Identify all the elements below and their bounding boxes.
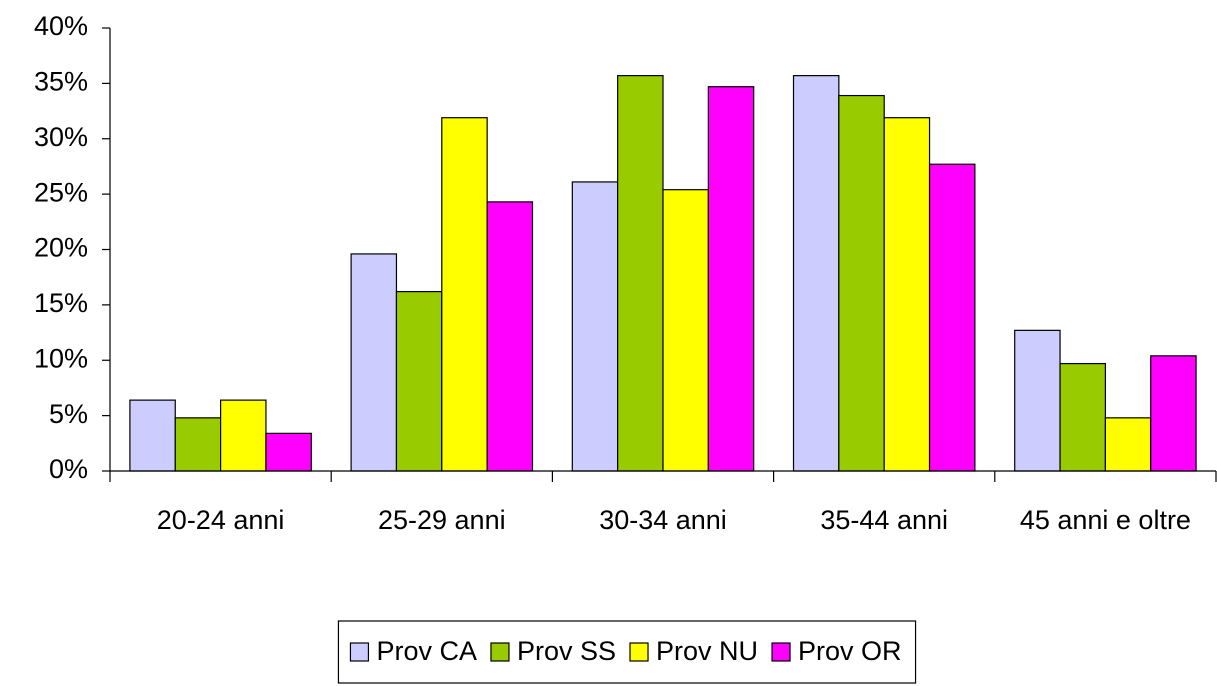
bar: [1104, 417, 1152, 472]
legend-label: Prov NU: [656, 636, 758, 666]
bar: [792, 75, 840, 472]
x-tick-label: 35-44 anni: [820, 505, 948, 535]
y-tick-label: 0%: [49, 454, 88, 484]
legend-swatch: [349, 642, 370, 662]
legend-swatch: [629, 642, 649, 662]
bar: [174, 417, 222, 472]
bar: [220, 399, 267, 472]
bar: [1150, 355, 1197, 472]
bar: [1014, 329, 1061, 472]
bar: [265, 432, 312, 472]
y-tick-label: 15%: [34, 288, 88, 318]
bar: [129, 399, 176, 472]
bar: [395, 290, 443, 472]
x-tick-label: 45 anni e oltre: [1020, 505, 1191, 535]
x-tick-label: 25-29 anni: [378, 505, 506, 535]
y-tick-label: 20%: [34, 233, 88, 263]
bar: [350, 253, 398, 472]
bar: [1059, 362, 1106, 472]
bar: [838, 94, 885, 472]
legend-swatch: [490, 642, 510, 662]
bar: [617, 75, 664, 472]
bar: [883, 117, 931, 472]
legend-box: [337, 620, 917, 684]
bar: [571, 181, 619, 472]
bar: [441, 117, 488, 472]
bar: [928, 163, 976, 472]
y-tick-label: 35%: [34, 67, 88, 97]
y-tick-label: 30%: [34, 122, 88, 152]
bar: [662, 189, 709, 472]
y-tick-label: 25%: [34, 177, 88, 207]
y-tick-label: 10%: [34, 343, 88, 373]
legend: Prov CA Prov SS Prov NU Prov OR: [337, 620, 917, 684]
legend-label: Prov CA: [376, 636, 477, 666]
bar: [486, 201, 534, 472]
y-tick-label: 40%: [34, 11, 88, 41]
legend-label: Prov SS: [517, 636, 616, 666]
x-tick-label: 20-24 anni: [157, 505, 285, 535]
legend-swatch: [771, 642, 791, 662]
y-tick-label: 5%: [49, 399, 88, 429]
legend-label: Prov OR: [798, 636, 902, 666]
x-tick-label: 30-34 anni: [599, 505, 727, 535]
bar: [707, 86, 755, 472]
